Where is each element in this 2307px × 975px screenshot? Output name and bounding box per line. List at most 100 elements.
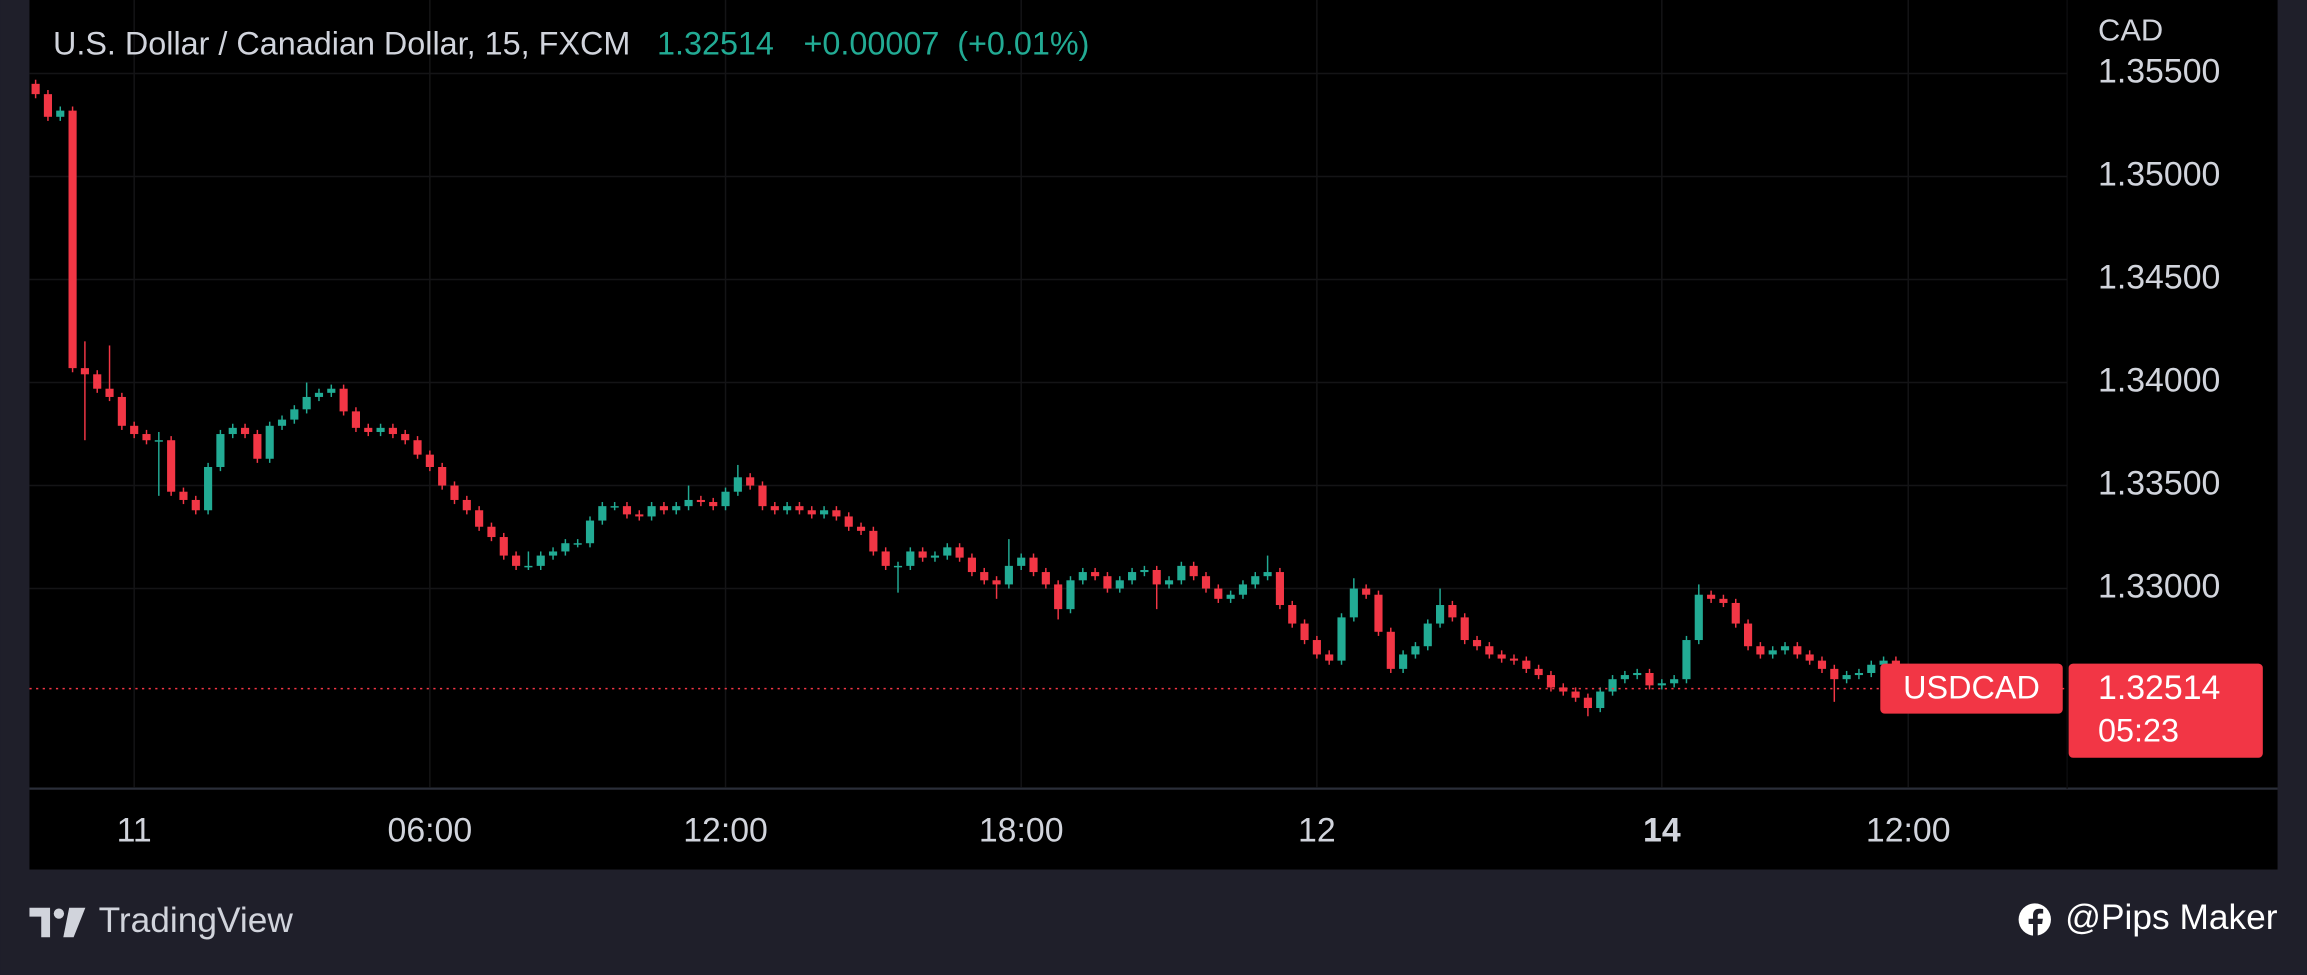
candle-body <box>1214 588 1223 599</box>
candle-body <box>1448 605 1457 618</box>
candle-body <box>1312 640 1321 655</box>
candle-body <box>1399 654 1408 669</box>
candle-body <box>314 392 324 397</box>
brand: TradingView <box>99 901 294 940</box>
candle-body <box>1842 675 1851 680</box>
candle-body <box>216 434 225 467</box>
candle-body <box>1263 572 1272 577</box>
candle-body <box>1522 660 1531 669</box>
candle-body <box>943 547 952 556</box>
countdown: 05:23 <box>2098 712 2179 748</box>
candle-body <box>1633 672 1642 676</box>
candle-body <box>351 411 361 428</box>
candle-body <box>1041 572 1050 585</box>
y-tick-label: 1.33500 <box>2098 464 2220 502</box>
candle-body <box>967 557 976 573</box>
candle-body <box>1497 654 1506 659</box>
candle-body <box>1707 594 1716 599</box>
candle-body <box>1189 565 1198 577</box>
candle-body <box>228 427 237 435</box>
candle-body <box>1275 572 1284 606</box>
candle-body <box>856 526 866 531</box>
candle-body <box>487 526 496 538</box>
candle-body <box>438 466 447 486</box>
candle-body <box>992 580 1001 585</box>
price-axis-bg <box>2068 0 2278 788</box>
candle-body <box>68 110 77 369</box>
y-tick-label: 1.35000 <box>2098 155 2220 193</box>
candle-body <box>93 374 102 389</box>
x-tick-label: 11 <box>117 812 152 850</box>
candle-body <box>450 485 459 500</box>
candle-body <box>204 466 213 511</box>
candle-body <box>56 110 65 117</box>
candle-body <box>1620 675 1629 680</box>
candle-body <box>142 434 151 441</box>
candle-body <box>1682 640 1691 680</box>
candle-body <box>585 520 595 544</box>
candle-body <box>672 506 681 511</box>
candle-body <box>364 427 373 432</box>
candle-body <box>524 565 533 568</box>
candle-body <box>1805 654 1814 661</box>
candle-body <box>980 572 989 581</box>
candle-body <box>536 555 545 566</box>
candle-body <box>1460 617 1469 641</box>
candle-body <box>1325 654 1334 661</box>
change-percent: (+0.01%) <box>957 25 1089 61</box>
candle-body <box>1411 646 1420 655</box>
candle-body <box>413 440 422 455</box>
candle-body <box>1719 598 1728 603</box>
candle-body <box>339 388 348 412</box>
candle-body <box>573 543 582 545</box>
candle-body <box>1091 572 1100 577</box>
candle-body <box>1128 572 1137 581</box>
candle-body <box>80 368 89 375</box>
candle-body <box>1017 557 1026 566</box>
candle-body <box>1349 588 1358 618</box>
y-axis-label: CAD <box>2098 13 2163 48</box>
candle-body <box>758 485 767 507</box>
candle-body <box>1386 631 1395 669</box>
candle-body <box>1103 576 1112 589</box>
axes: 1.35500 1.35000 1.34500 1.34000 1.33500 1.330… <box>117 52 2263 850</box>
candle-body <box>561 543 570 552</box>
candle-body <box>869 530 878 552</box>
x-tick-label: 12 <box>1298 812 1336 850</box>
candle-body <box>475 510 484 527</box>
candle-body <box>807 510 816 515</box>
candle-body <box>265 425 274 459</box>
candle-body <box>893 565 903 568</box>
last-price: 1.32514 <box>657 25 774 61</box>
price-tag <box>2068 663 2263 758</box>
candle-body <box>302 396 311 410</box>
candle-body <box>1694 594 1703 641</box>
overlay: USDCAD <box>29 663 2068 714</box>
candle-body <box>1251 576 1260 585</box>
candle-body <box>1054 584 1063 610</box>
candle-body <box>277 419 287 426</box>
candle-body <box>117 396 126 426</box>
candle-body <box>1485 646 1494 655</box>
price-tag-label: 1.32514 <box>2098 669 2220 707</box>
candle-body <box>1029 557 1038 573</box>
candle-body <box>1559 687 1568 692</box>
candle-body <box>1817 660 1827 669</box>
candle-body <box>130 425 139 435</box>
candle-body <box>1177 565 1186 581</box>
candle-body <box>647 506 656 517</box>
candle-body <box>167 440 176 492</box>
candle-body <box>105 388 114 397</box>
x-tick-label: 12:00 <box>1866 812 1951 850</box>
candle-body <box>1793 646 1802 655</box>
candle-body <box>425 454 434 467</box>
candle-body <box>1546 675 1556 688</box>
candle-body <box>1436 605 1445 624</box>
candle-body <box>598 506 607 521</box>
symbol-tag <box>1880 663 2063 714</box>
candle-body <box>401 434 410 441</box>
candle-body <box>1744 623 1753 647</box>
candle-body <box>31 83 40 95</box>
candle-body <box>610 506 619 508</box>
